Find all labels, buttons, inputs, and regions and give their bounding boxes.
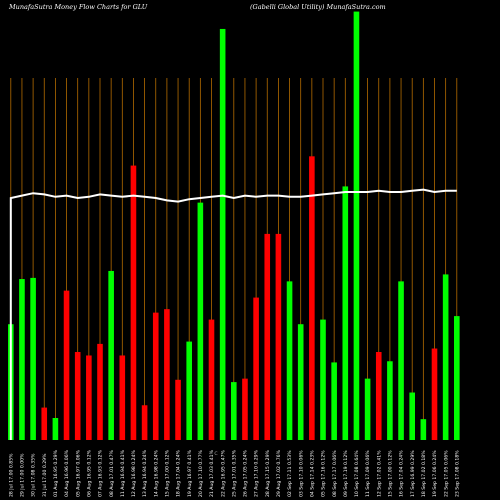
money-flow-bar bbox=[275, 233, 282, 440]
x-tick-label: 19 Sep 17.06 0.24% bbox=[432, 450, 438, 497]
money-flow-bar bbox=[108, 270, 114, 440]
money-flow-bar bbox=[41, 407, 48, 440]
money-flow-bar bbox=[74, 352, 81, 440]
x-tick-label: 17 Sep 16.99 0.29% bbox=[410, 450, 416, 497]
x-tick-label: 22 Aug 16.95 0.47% bbox=[220, 449, 226, 497]
money-flow-bar bbox=[19, 279, 25, 440]
money-flow-bar bbox=[208, 319, 215, 440]
money-flow-bar bbox=[320, 319, 326, 440]
money-flow-bar bbox=[387, 361, 393, 440]
money-flow-bar bbox=[219, 28, 226, 441]
money-flow-bar bbox=[152, 312, 159, 440]
x-tick-label: 09 Sep 17.19 0.12% bbox=[343, 450, 349, 497]
money-flow-bar bbox=[364, 378, 371, 440]
chart-subtitle: (Gabelli Global Utility) MunafaSutra.com bbox=[250, 3, 386, 11]
x-tick-label: 07 Aug 16.93 0.12% bbox=[98, 449, 104, 497]
money-flow-bar bbox=[164, 309, 170, 440]
money-flow-bar bbox=[264, 233, 271, 440]
x-tick-label: 13 Aug 16.94 0.24% bbox=[142, 449, 148, 497]
money-flow-bar bbox=[253, 297, 259, 440]
money-flow-bar bbox=[431, 348, 438, 440]
x-tick-label: 21 Aug 17.03 0.41% bbox=[209, 449, 215, 497]
x-tick-label: 18 Aug 17.04 0.24% bbox=[176, 449, 182, 497]
x-tick-label: 08 Sep 17.17 0.06% bbox=[332, 450, 338, 497]
x-tick-label: 25 Aug 17.01 0.35% bbox=[231, 449, 237, 497]
money-flow-bar bbox=[442, 274, 449, 440]
chart-title: MunafaSutra Money Flow Charts for GLU bbox=[9, 3, 148, 11]
money-flow-bar bbox=[197, 202, 204, 440]
x-tick-label: 20 Aug 17.10 0.77% bbox=[198, 449, 204, 497]
x-tick-label: 02 Sep 17.11 0.53% bbox=[287, 450, 293, 497]
x-tick-label: 23 Sep 17.08 0.18% bbox=[454, 450, 460, 497]
money-flow-bar bbox=[175, 379, 181, 440]
money-flow-bar bbox=[141, 405, 148, 440]
center-marker-label: C bbox=[214, 451, 217, 457]
money-flow-bar bbox=[309, 156, 315, 440]
money-flow-bar bbox=[420, 419, 427, 440]
x-tick-label: 15 Aug 17.00 0.12% bbox=[165, 449, 171, 497]
x-tick-label: 29 Jul 17.00 0.00% bbox=[20, 453, 26, 497]
money-flow-bar bbox=[398, 281, 404, 440]
x-tick-label: 31 Jul 17.00 0.29% bbox=[42, 453, 48, 497]
money-flow-bar bbox=[454, 316, 460, 440]
x-tick-label: 01 Aug 16.95 0.29% bbox=[53, 449, 59, 497]
money-flow-bar bbox=[52, 418, 59, 440]
x-tick-label: 11 Sep 17.09 0.06% bbox=[365, 450, 371, 497]
money-flow-bar bbox=[86, 355, 92, 440]
overlay-line bbox=[9, 188, 457, 440]
x-tick-label: 16 Sep 17.04 0.24% bbox=[399, 450, 405, 497]
x-tick-label: 30 Jul 17.08 0.35% bbox=[31, 453, 37, 497]
x-tick-label: 03 Sep 17.10 0.06% bbox=[298, 450, 304, 497]
money-flow-bar bbox=[331, 362, 337, 440]
money-flow-bar bbox=[342, 186, 349, 440]
money-flow-bar bbox=[286, 281, 293, 440]
money-flow-bar bbox=[186, 341, 192, 440]
x-tick-label: 26 Aug 17.05 0.24% bbox=[243, 449, 249, 497]
x-tick-label: 05 Aug 16.97 0.06% bbox=[75, 449, 81, 497]
x-tick-label: 28 Jul 17.00 0.85% bbox=[8, 453, 14, 497]
money-flow-bar bbox=[375, 352, 382, 440]
x-tick-label: 28 Aug 17.15 0.29% bbox=[265, 449, 271, 497]
x-tick-label: 04 Aug 16.96 0.06% bbox=[64, 449, 70, 497]
x-tick-label: 14 Aug 16.98 0.24% bbox=[153, 449, 159, 497]
x-tick-label: 10 Sep 17.08 0.64% bbox=[354, 450, 360, 497]
x-tick-label: 06 Aug 16.95 0.12% bbox=[86, 449, 92, 497]
x-tick-label: 19 Aug 16.97 0.41% bbox=[187, 449, 193, 497]
x-tick-label: 05 Sep 17.16 0.12% bbox=[321, 450, 327, 497]
x-tick-label: 12 Aug 16.98 0.24% bbox=[131, 449, 137, 497]
money-flow-bar bbox=[353, 11, 360, 440]
x-tick-label: 27 Aug 17.10 0.29% bbox=[254, 449, 260, 497]
x-tick-label: 11 Aug 16.94 0.41% bbox=[120, 449, 126, 497]
x-tick-label: 29 Aug 17.02 0.76% bbox=[276, 449, 282, 497]
x-tick-label: 12 Sep 17.02 0.41% bbox=[376, 450, 382, 497]
x-tick-label: 08 Aug 17.01 0.47% bbox=[109, 449, 115, 497]
x-tick-label: 18 Sep 17.02 0.18% bbox=[421, 450, 427, 497]
x-tick-label: 22 Sep 17.05 0.06% bbox=[443, 450, 449, 497]
x-tick-label: 04 Sep 17.14 0.23% bbox=[310, 450, 316, 497]
money-flow-bar bbox=[97, 343, 103, 440]
money-flow-bar bbox=[119, 355, 126, 440]
money-flow-bar bbox=[30, 277, 36, 440]
x-tick-label: 15 Sep 17.00 0.12% bbox=[388, 450, 394, 497]
money-flow-bar bbox=[63, 290, 70, 440]
money-flow-bar bbox=[130, 165, 137, 440]
money-flow-bar bbox=[409, 392, 415, 440]
money-flow-bar bbox=[297, 324, 304, 440]
money-flow-bar bbox=[231, 382, 237, 440]
money-flow-bar bbox=[242, 378, 248, 440]
